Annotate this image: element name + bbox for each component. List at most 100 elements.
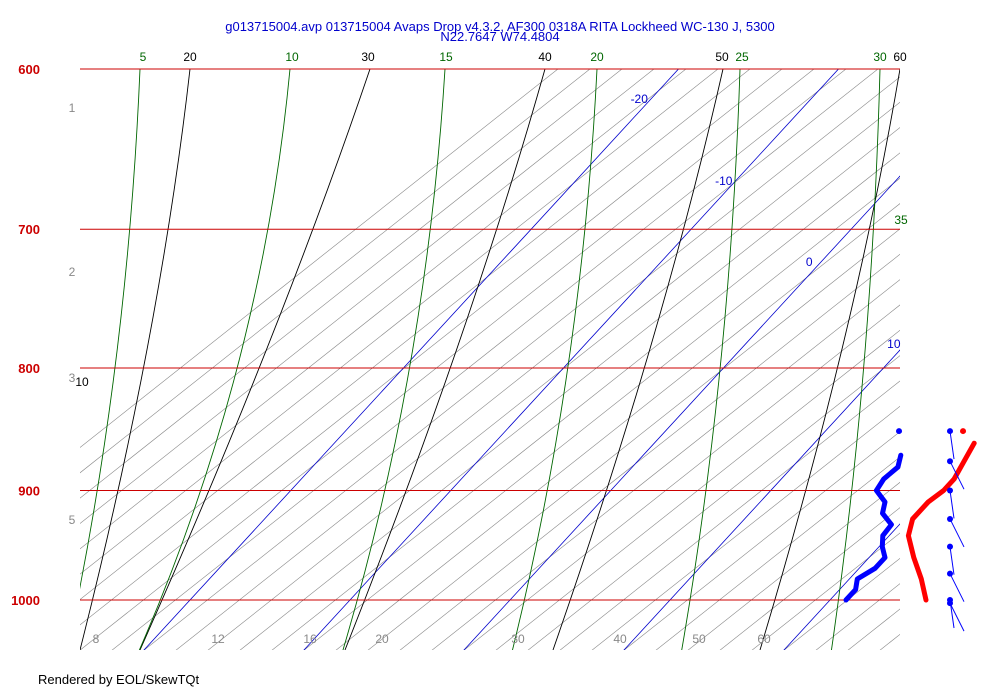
isotherm-line (783, 523, 900, 650)
isotherm-line (303, 69, 840, 650)
mixing-ratio-label: 5 (69, 513, 76, 527)
moist-adiabat-label: 15 (439, 50, 453, 64)
dry-adiabat-label: 30 (361, 50, 375, 64)
mixing-ratio-line (80, 69, 559, 448)
moist-adiabat-label: 20 (590, 50, 604, 64)
moist-adiabat-line (681, 69, 741, 650)
temperature-profile-line (905, 440, 977, 603)
mixing-ratio-line (719, 507, 900, 650)
mixing-ratio-line (143, 69, 879, 650)
isotherm-label: 10 (887, 337, 901, 351)
mixing-ratio-label: 20 (375, 632, 389, 646)
sounding-profiles (843, 428, 977, 603)
dry-adiabat-line (80, 69, 191, 650)
mixing-ratio-line (911, 0, 1000, 651)
isotherm-label: -20 (631, 92, 649, 106)
mixing-ratio-line (687, 481, 900, 650)
mixing-ratio-line (80, 69, 591, 474)
mixing-ratio-line (591, 405, 900, 650)
mixing-ratio-line (367, 228, 900, 650)
mixing-ratio-label: 8 (93, 632, 100, 646)
wind-barb-staff (949, 602, 965, 632)
mixing-ratio-line (303, 177, 900, 650)
dewpoint-isolated-point (896, 428, 903, 435)
dewpoint-profile-line (843, 452, 904, 603)
moist-adiabat-label: 25 (735, 50, 749, 64)
dry-adiabat-label: 50 (715, 50, 729, 64)
isobar-label: 900 (18, 483, 40, 498)
chart-title-line2: N22.7647 W74.4804 (440, 29, 559, 44)
isotherm-label: -10 (715, 174, 733, 188)
mixing-ratio-line (80, 69, 655, 524)
wind-barb-staff (949, 518, 965, 548)
plot-area (80, 0, 1000, 661)
mixing-ratio-line (879, 633, 900, 650)
mixing-ratio-line (271, 152, 900, 650)
isobar-label: 600 (18, 62, 40, 77)
wind-barbs (947, 428, 965, 632)
mixing-ratio-line (111, 69, 847, 650)
mixing-ratio-label: 30 (511, 632, 525, 646)
dry-adiabat-label: 20 (183, 50, 197, 64)
mixing-ratio-line (463, 304, 900, 650)
dry-adiabat-line (139, 69, 371, 650)
mixing-ratio-line (623, 431, 900, 650)
isotherm-label: 0 (806, 255, 813, 269)
mixing-ratio-line (847, 608, 900, 650)
moist-adiabat-label: 35 (894, 213, 908, 227)
mixing-ratio-label: 50 (692, 632, 706, 646)
moist-adiabat-line (342, 69, 446, 650)
mixing-ratio-line (175, 76, 900, 650)
mixing-ratio-label: 2 (69, 265, 76, 279)
isobar-label: 1000 (11, 593, 40, 608)
isotherm-line (934, 34, 1000, 661)
mixing-ratio-line (80, 69, 751, 600)
moist-adiabat-label: 5 (140, 50, 147, 64)
footer-credit: Rendered by EOL/SkewTQt (38, 672, 200, 687)
isobar-label: 700 (18, 222, 40, 237)
mixing-ratio-line (399, 253, 900, 650)
moist-adiabat-label: 30 (873, 50, 887, 64)
mixing-ratio-line (335, 203, 900, 650)
mixing-ratio-line (495, 329, 900, 650)
dry-adiabat-label: 10 (75, 375, 89, 389)
temperature-isolated-point (960, 428, 967, 435)
mixing-ratio-line (80, 69, 623, 499)
wind-barb-staff (949, 573, 965, 602)
mixing-ratio-line (655, 456, 900, 650)
mixing-ratio-line (559, 380, 900, 650)
isotherm-line (623, 349, 900, 650)
dry-adiabat-line (344, 69, 546, 650)
wind-barb-staff (949, 460, 965, 490)
mixing-ratio-label: 1 (69, 101, 76, 115)
moist-adiabat-line (138, 69, 291, 650)
chart-title-line1: g013715004.avp 013715004 Avaps Drop v4.3… (225, 19, 775, 34)
mixing-ratio-label: 16 (303, 632, 317, 646)
moist-adiabat-line (80, 69, 141, 590)
isotherm-line (463, 175, 900, 650)
dry-adiabat-line (552, 69, 724, 650)
wind-barb-staff (949, 546, 955, 575)
isotherm-line (143, 69, 680, 650)
mixing-ratio-line (943, 0, 1000, 651)
dry-adiabat-line (960, 69, 1000, 650)
wind-barb-staff (949, 430, 955, 460)
mixing-ratio-label: 60 (757, 632, 771, 646)
mixing-ratio-line (751, 532, 900, 650)
mixing-ratio-line (207, 101, 900, 650)
moist-adiabat-line (970, 69, 1000, 660)
mixing-ratio-line (975, 0, 1000, 651)
mixing-ratio-label: 12 (211, 632, 225, 646)
wind-barb-staff (949, 490, 955, 519)
mixing-ratio-line (80, 69, 783, 626)
mixing-ratio-line (80, 69, 687, 550)
mixing-ratio-label: 40 (613, 632, 627, 646)
mixing-ratio-line (80, 69, 815, 650)
mixing-ratio-line (527, 355, 900, 650)
grid-lines: -20-100102030401020304050605101520253035… (11, 0, 1000, 661)
mixing-ratio-label: 3 (69, 371, 76, 385)
mixing-ratio-line (431, 279, 900, 650)
mixing-ratio-line (783, 557, 900, 650)
moist-adiabat-line (512, 69, 598, 650)
